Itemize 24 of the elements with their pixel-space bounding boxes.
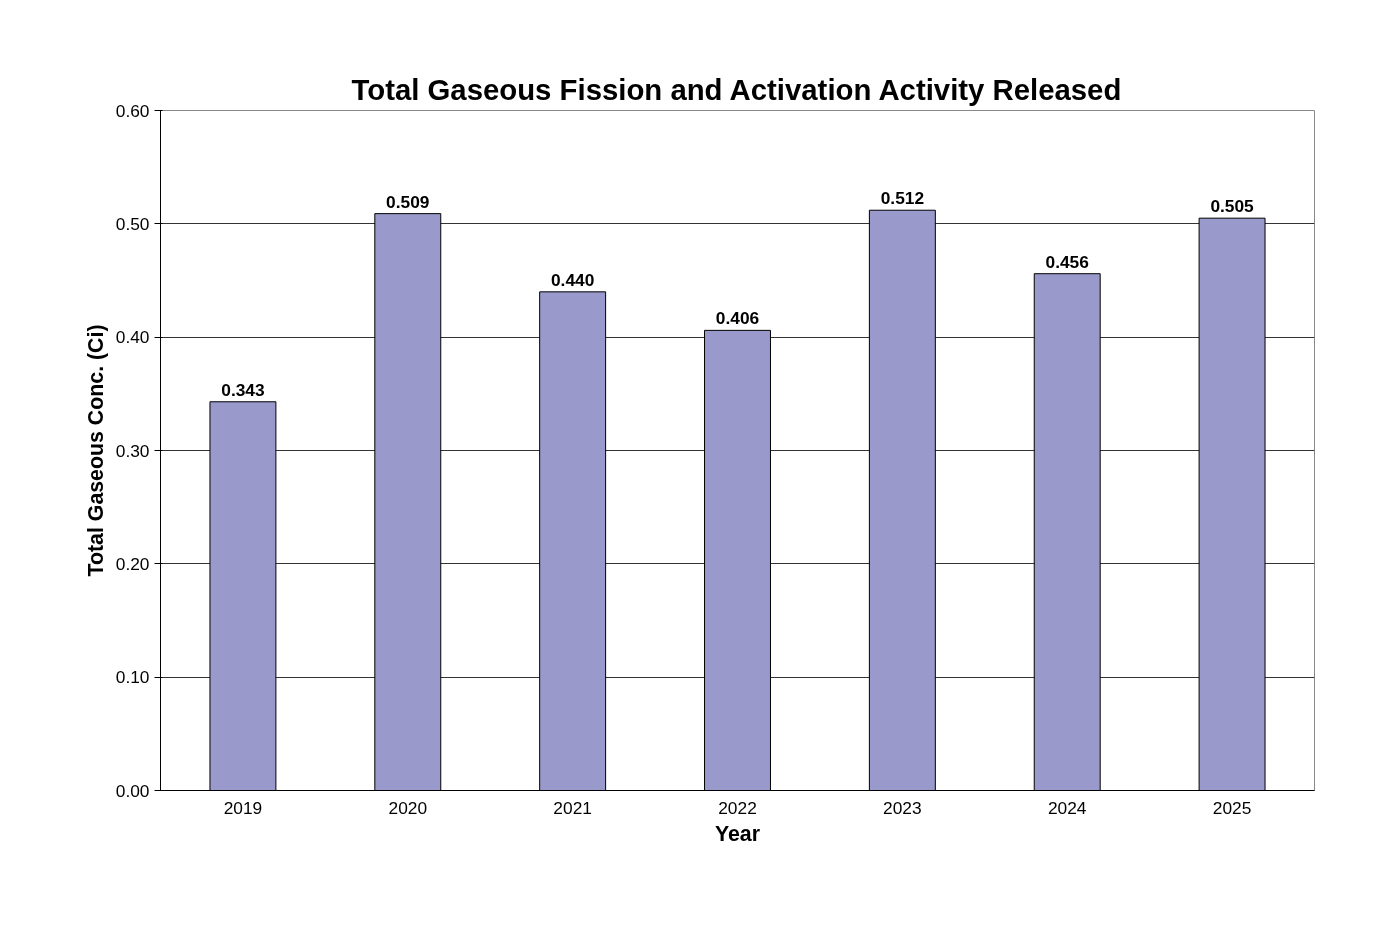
x-tick-label: 2020	[388, 797, 428, 818]
x-tick-label: 2019	[223, 797, 263, 818]
data-label: 0.406	[715, 308, 760, 329]
y-tick-label: 0.50	[115, 213, 150, 234]
chart-title: Total Gaseous Fission and Activation Activity Released	[351, 72, 1122, 106]
x-axis-title: Year	[714, 821, 761, 846]
data-label: 0.512	[880, 188, 925, 209]
x-tick-label: 2022	[718, 797, 757, 818]
y-tick-label: 0.00	[115, 780, 150, 801]
data-label: 0.456	[1045, 251, 1090, 272]
data-label: 0.343	[221, 379, 265, 400]
y-tick-label: 0.10	[115, 667, 150, 688]
data-label: 0.440	[550, 269, 595, 290]
y-tick-label: 0.40	[115, 327, 150, 348]
x-tick-label: 2021	[553, 797, 592, 818]
x-tick-label: 2024	[1047, 797, 1087, 818]
data-label: 0.509	[386, 191, 430, 212]
y-axis-title: Total Gaseous Conc. (Ci)	[83, 324, 108, 577]
x-tick-label: 2025	[1212, 797, 1252, 818]
data-label: 0.505	[1210, 196, 1255, 217]
y-tick-label: 0.20	[115, 553, 150, 574]
y-tick-label: 0.30	[115, 440, 150, 461]
y-tick-label: 0.60	[115, 100, 150, 121]
x-tick-label: 2023	[883, 797, 922, 818]
